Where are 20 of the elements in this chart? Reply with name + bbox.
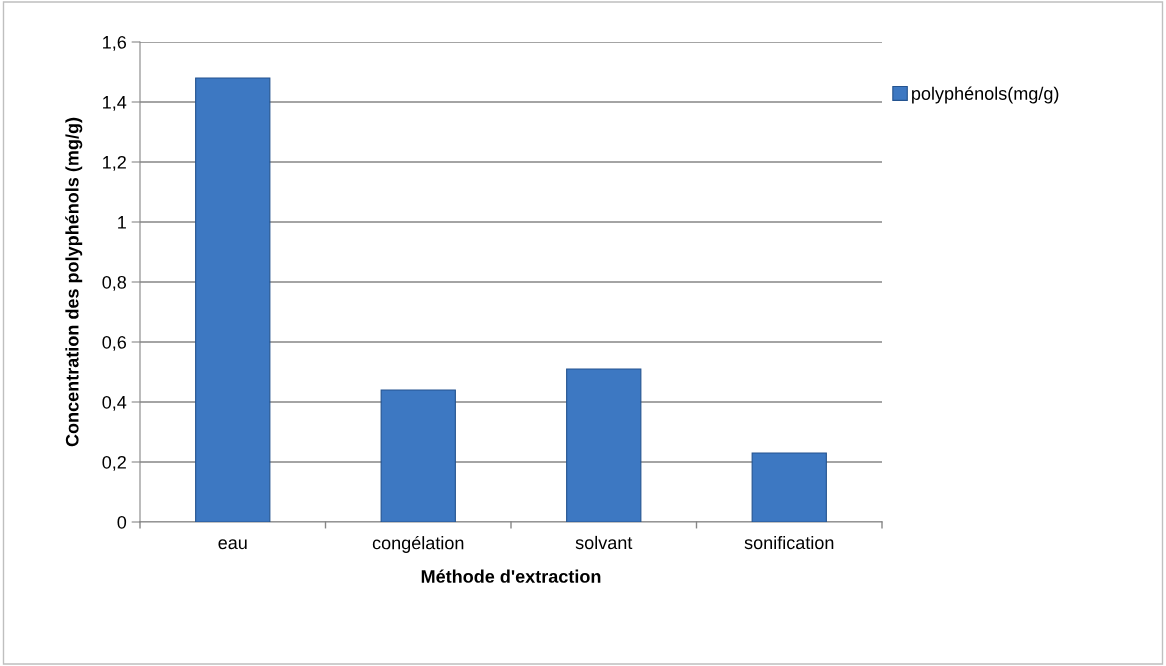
y-tick-label: 0,6 [102, 335, 127, 351]
x-tick-label: congélation [372, 535, 464, 553]
x-axis-title: Méthode d'extraction [421, 569, 601, 583]
y-tick-label: 1 [118, 216, 126, 229]
legend-label: polyphénols(mg/g) [912, 86, 1059, 104]
y-axis-title: Concentration des polyphénols (mg/g) [65, 117, 83, 447]
x-tick-label: eau [218, 539, 247, 550]
bar [751, 452, 827, 522]
y-tick-label: 1,2 [103, 155, 126, 171]
bar [195, 77, 271, 522]
y-tick-label: 0,8 [102, 275, 127, 291]
y-tick-label: 0,4 [102, 395, 127, 411]
y-tick-label: 1,6 [103, 35, 127, 51]
x-tick-label: sonification [744, 535, 834, 550]
y-tick-label: 0,2 [102, 455, 126, 471]
bar [566, 368, 642, 522]
x-tick-label: solvant [575, 535, 633, 550]
bar [380, 389, 456, 522]
y-tick-label: 1,4 [103, 96, 127, 111]
y-tick-label: 0 [117, 515, 127, 529]
